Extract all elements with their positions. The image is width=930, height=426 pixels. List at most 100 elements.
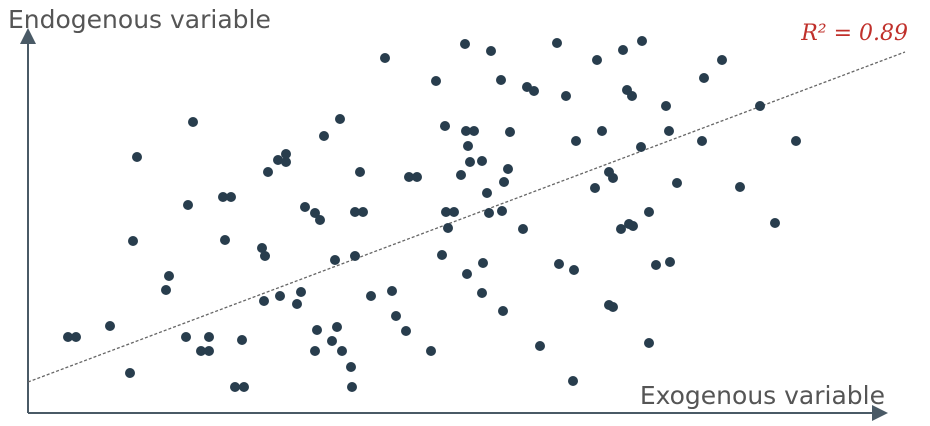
data-point <box>401 326 411 336</box>
data-point <box>260 251 270 261</box>
data-point <box>125 368 135 378</box>
data-point <box>281 149 291 159</box>
data-point <box>628 221 638 231</box>
trend-line <box>27 51 906 383</box>
data-point <box>505 127 515 137</box>
data-point <box>462 269 472 279</box>
data-point <box>469 126 479 136</box>
data-point <box>664 126 674 136</box>
data-point <box>456 170 466 180</box>
data-point <box>608 173 618 183</box>
data-point <box>568 376 578 386</box>
data-point <box>441 207 451 217</box>
data-point <box>239 382 249 392</box>
data-point <box>791 136 801 146</box>
data-point <box>554 259 564 269</box>
data-point <box>196 346 206 356</box>
data-point <box>484 208 494 218</box>
data-point <box>132 152 142 162</box>
x-axis-label: Exogenous variable <box>640 381 885 410</box>
data-point <box>347 382 357 392</box>
data-point <box>188 117 198 127</box>
data-point <box>770 218 780 228</box>
data-point <box>431 76 441 86</box>
data-point <box>404 172 414 182</box>
data-point <box>164 271 174 281</box>
data-point <box>380 53 390 63</box>
data-point <box>391 311 401 321</box>
data-point <box>275 291 285 301</box>
data-point <box>755 101 765 111</box>
data-point <box>463 141 473 151</box>
data-point <box>477 156 487 166</box>
data-point <box>366 291 376 301</box>
data-point <box>273 155 283 165</box>
data-point <box>460 39 470 49</box>
data-point <box>319 131 329 141</box>
y-axis-arrow <box>20 28 36 44</box>
data-point <box>230 382 240 392</box>
data-point <box>204 332 214 342</box>
data-point <box>292 299 302 309</box>
data-point <box>310 208 320 218</box>
data-point <box>312 325 322 335</box>
data-point <box>552 38 562 48</box>
data-point <box>332 322 342 332</box>
data-point <box>63 332 73 342</box>
data-point <box>482 188 492 198</box>
data-point <box>346 362 356 372</box>
data-point <box>358 207 368 217</box>
data-point <box>310 346 320 356</box>
data-point <box>697 136 707 146</box>
data-point <box>465 157 475 167</box>
data-point <box>503 164 513 174</box>
data-point <box>627 91 637 101</box>
data-point <box>259 296 269 306</box>
data-point <box>443 223 453 233</box>
y-axis-label: Endogenous variable <box>8 5 271 34</box>
data-point <box>220 235 230 245</box>
data-point <box>437 250 447 260</box>
data-point <box>478 258 488 268</box>
data-point <box>661 101 671 111</box>
data-point <box>735 182 745 192</box>
data-point <box>672 178 682 188</box>
data-point <box>535 341 545 351</box>
x-axis-arrow <box>872 405 888 421</box>
data-point <box>335 114 345 124</box>
data-point <box>498 306 508 316</box>
data-point <box>518 224 528 234</box>
data-point <box>183 200 193 210</box>
data-point <box>263 167 273 177</box>
data-point <box>257 243 267 253</box>
data-point <box>71 332 81 342</box>
data-point <box>337 346 347 356</box>
data-point <box>499 177 509 187</box>
data-point <box>218 192 228 202</box>
data-point <box>616 224 626 234</box>
data-point <box>296 287 306 297</box>
data-point <box>644 207 654 217</box>
data-point <box>592 55 602 65</box>
data-point <box>569 265 579 275</box>
data-point <box>387 286 397 296</box>
data-point <box>665 257 675 267</box>
data-point <box>618 45 628 55</box>
data-point <box>355 167 365 177</box>
data-point <box>426 346 436 356</box>
data-point <box>571 136 581 146</box>
data-point <box>128 236 138 246</box>
data-point <box>204 346 214 356</box>
data-point <box>327 336 337 346</box>
data-point <box>440 121 450 131</box>
data-point <box>636 142 646 152</box>
data-point <box>529 86 539 96</box>
data-point <box>486 46 496 56</box>
data-point <box>651 260 661 270</box>
r-squared: R² = 0.89 <box>800 21 908 46</box>
data-point <box>449 207 459 217</box>
data-point <box>644 338 654 348</box>
data-point <box>597 126 607 136</box>
data-point <box>590 183 600 193</box>
